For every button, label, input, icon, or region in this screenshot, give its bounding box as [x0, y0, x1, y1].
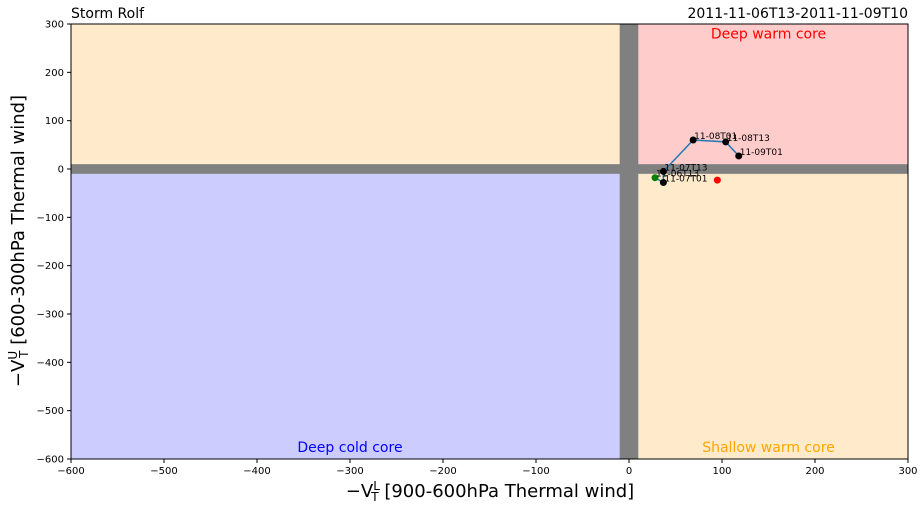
track-point-label-2: 11-07T13 [664, 163, 707, 173]
vertical-axis-band [619, 24, 639, 459]
x-tick-label-9: 300 [898, 466, 917, 477]
track-point-2 [659, 167, 667, 175]
track-point-0 [651, 174, 659, 182]
plot-frame [70, 23, 909, 460]
track-point-label-3: 11-08T01 [694, 132, 737, 142]
x-tick-label-4: −200 [429, 466, 456, 477]
region-label-3: Shallow warm core [702, 440, 835, 456]
track-point-6 [713, 176, 721, 184]
track-point-4 [722, 138, 730, 146]
x-tick-label-0: −600 [57, 466, 84, 477]
y-tick-label-3: −300 [37, 310, 64, 321]
axis-bands [71, 24, 908, 459]
x-tick-label-7: 100 [712, 466, 731, 477]
x-tick-label-2: −400 [243, 466, 270, 477]
y-axis-label: −VUT [600-300hPa Thermal wind] [6, 95, 31, 387]
track-point-5 [735, 152, 743, 160]
phase-region-1 [71, 24, 629, 169]
track-point-1 [659, 179, 667, 187]
y-tick-label-9: 300 [45, 20, 64, 31]
track-point-label-5: 11-09T01 [740, 148, 783, 158]
x-tick-label-6: 0 [626, 466, 632, 477]
y-tick-label-2: −400 [37, 358, 64, 369]
track-point-label-1: 11-07T01 [664, 175, 707, 185]
phase-region-3 [629, 169, 908, 459]
y-tick-label-7: 100 [45, 116, 64, 127]
phase-region-2 [71, 169, 629, 459]
y-tick-label-6: 0 [58, 165, 64, 176]
region-label-0: Deep warm core [711, 27, 826, 43]
phase-regions [71, 24, 908, 459]
region-labels: Deep warm core Deep cold core Shallow warm… [297, 27, 834, 456]
track-point-3 [689, 136, 697, 144]
x-tick-label-8: 200 [805, 466, 824, 477]
y-tick-label-1: −500 [37, 406, 64, 417]
x-tick-label-1: −500 [150, 466, 177, 477]
y-tick-label-5: −100 [37, 213, 64, 224]
region-label-2: Deep cold core [297, 440, 402, 456]
x-tick-label-3: −300 [336, 466, 363, 477]
phase-region-0 [629, 24, 908, 169]
track-point-label-4: 11-08T13 [727, 134, 770, 144]
track-point-label-0: 11-06T13 [656, 170, 699, 180]
y-tick-label-4: −200 [37, 261, 64, 272]
axis-ticks: −600 −500 −400 −300 −200 −100 0 100 200 300 −600 −5… [37, 20, 918, 478]
y-tick-label-8: 200 [45, 68, 64, 79]
x-axis-label: −VL T [900-600hPa Thermal wind] [346, 479, 634, 504]
x-tick-label-5: −100 [522, 466, 549, 477]
chart-title-right: 2011-11-06T13-2011-11-09T10 [687, 6, 908, 22]
chart-title-left: Storm Rolf [71, 6, 145, 22]
y-tick-label-0: −600 [37, 455, 64, 466]
horizontal-axis-band [71, 164, 908, 174]
